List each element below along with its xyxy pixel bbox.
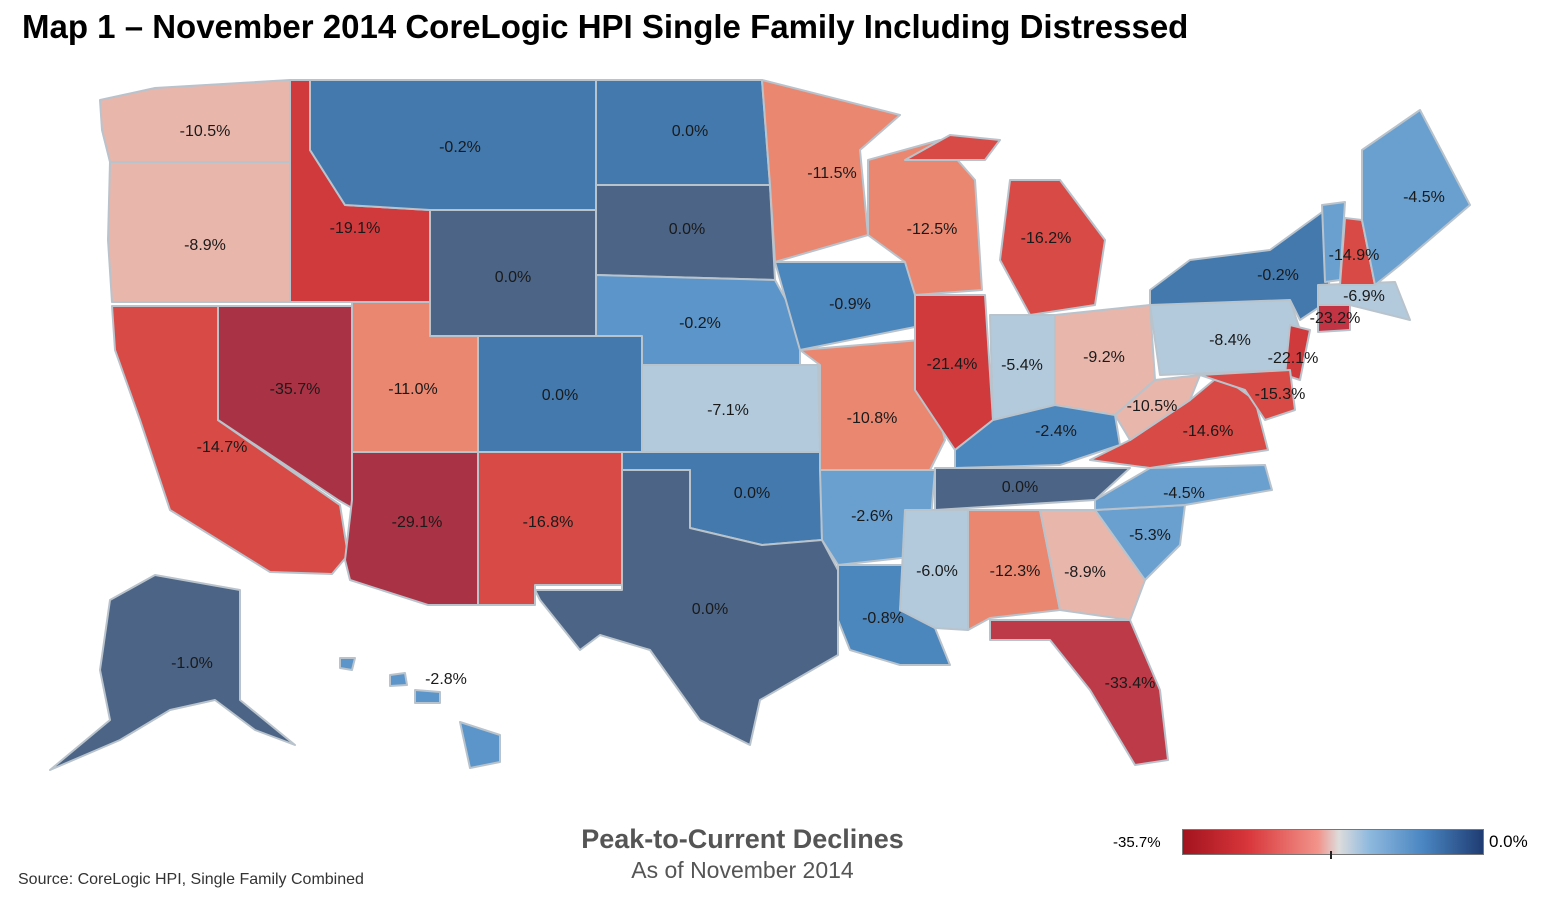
scale-min-label: -35.7%: [1113, 834, 1161, 851]
state-tx: [534, 469, 839, 746]
state-label-ar: -2.6%: [851, 508, 893, 525]
state-label-ut: -11.0%: [388, 381, 438, 398]
state-label-la: -0.8%: [862, 610, 904, 627]
state-label-ks: -7.1%: [707, 402, 749, 419]
state-label-wy: 0.0%: [495, 269, 531, 286]
map-title: Map 1 – November 2014 CoreLogic HPI Sing…: [22, 8, 1189, 45]
state-label-or: -8.9%: [184, 237, 226, 254]
state-label-nh: -14.9%: [1329, 247, 1380, 264]
state-label-az: -29.1%: [392, 514, 443, 531]
state-me: [1361, 109, 1471, 286]
state-label-nj: -22.1%: [1268, 350, 1319, 367]
state-nv: [217, 305, 353, 509]
state-label-ny: -0.2%: [1257, 267, 1299, 284]
state-label-ia: -0.9%: [829, 296, 871, 313]
state-al: [967, 509, 1061, 631]
state-ga: [1039, 509, 1146, 621]
state-label-ne: -0.2%: [679, 315, 721, 332]
state-label-id: -19.1%: [330, 220, 381, 237]
state-label-mt: -0.2%: [439, 139, 481, 156]
state-label-mi: -16.2%: [1021, 230, 1072, 247]
color-scale-marker: [1330, 851, 1332, 859]
state-ms: [899, 509, 969, 631]
state-wv: [1114, 374, 1201, 441]
state-label-ma: -6.9%: [1343, 288, 1385, 305]
state-wa: [99, 79, 291, 163]
state-label-md: -15.3%: [1255, 386, 1306, 403]
source-note: Source: CoreLogic HPI, Single Family Com…: [18, 871, 364, 888]
state-label-ak: -1.0%: [171, 655, 213, 672]
state-label-sd: 0.0%: [669, 221, 705, 238]
legend-title: Peak-to-Current Declines: [581, 824, 904, 854]
state-label-al: -12.3%: [990, 563, 1041, 580]
state-label-ct: -23.2%: [1310, 310, 1361, 327]
state-label-sc: -5.3%: [1129, 527, 1171, 544]
state-label-wv: -10.5%: [1127, 398, 1178, 415]
state-label-me: -4.5%: [1403, 189, 1445, 206]
state-label-nm: -16.8%: [523, 514, 574, 531]
state-ma: [1317, 281, 1411, 321]
state-fl: [989, 619, 1169, 766]
state-label-in: -5.4%: [1001, 357, 1043, 374]
state-label-ga: -8.9%: [1064, 564, 1106, 581]
state-ak: [49, 574, 296, 771]
state-label-hi: -2.8%: [425, 671, 467, 688]
state-hi: [339, 657, 501, 769]
state-label-tn: 0.0%: [1002, 479, 1038, 496]
scale-max-label: 0.0%: [1489, 832, 1528, 851]
state-mi: [904, 134, 1106, 316]
color-scale-bar: [1182, 829, 1484, 855]
state-label-fl: -33.4%: [1105, 675, 1156, 692]
legend-subtitle: As of November 2014: [631, 857, 854, 883]
state-label-wa: -10.5%: [180, 123, 231, 140]
state-label-va: -14.6%: [1183, 423, 1234, 440]
state-label-il: -21.4%: [927, 356, 978, 373]
state-label-nd: 0.0%: [672, 123, 708, 140]
state-label-ca: -14.7%: [197, 439, 248, 456]
state-label-tx: 0.0%: [692, 601, 728, 618]
state-label-oh: -9.2%: [1083, 349, 1125, 366]
state-md: [1199, 369, 1296, 421]
state-label-mo: -10.8%: [847, 410, 898, 427]
state-label-nc: -4.5%: [1163, 485, 1205, 502]
state-label-ms: -6.0%: [916, 563, 958, 580]
state-label-pa: -8.4%: [1209, 332, 1251, 349]
state-label-mn: -11.5%: [807, 165, 857, 182]
state-label-wi: -12.5%: [907, 221, 958, 238]
state-or: [107, 161, 291, 303]
state-label-nv: -35.7%: [270, 381, 321, 398]
state-label-ky: -2.4%: [1035, 423, 1077, 440]
state-nj: [1284, 324, 1311, 381]
state-label-ok: 0.0%: [734, 485, 770, 502]
state-label-co: 0.0%: [542, 387, 578, 404]
